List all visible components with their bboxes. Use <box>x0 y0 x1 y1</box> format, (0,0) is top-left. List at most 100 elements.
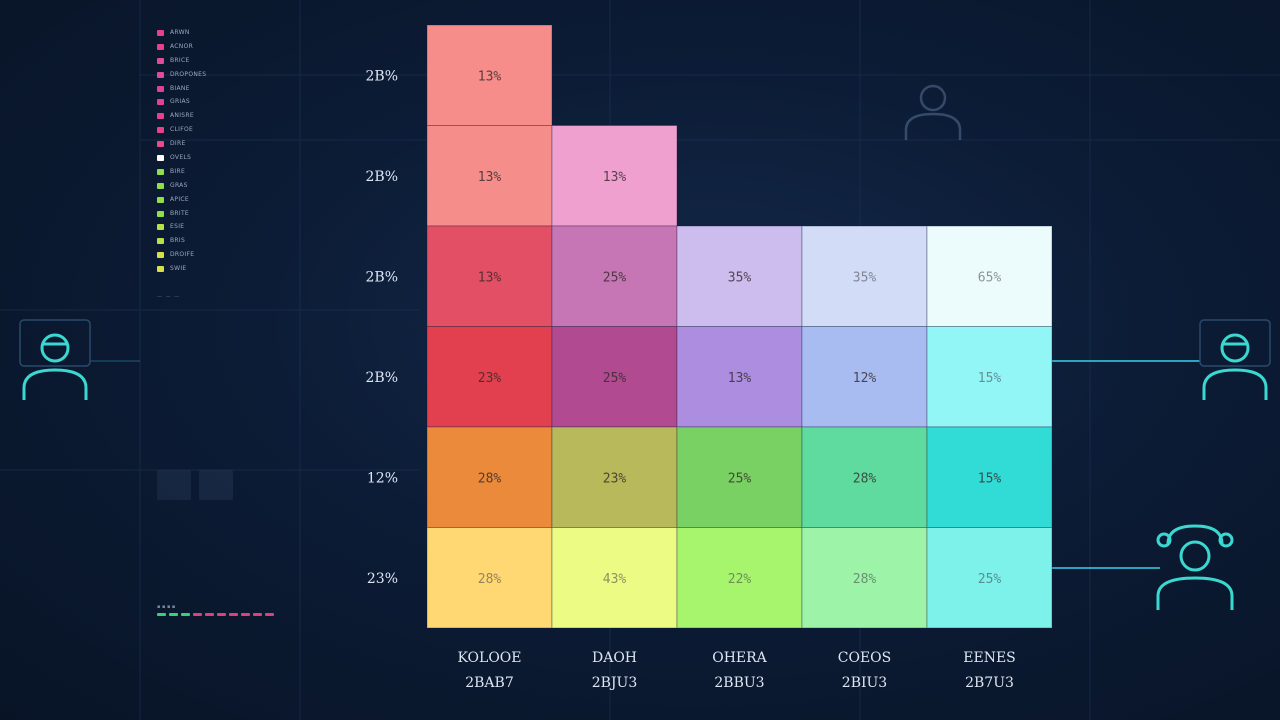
legend-swatch <box>157 127 164 134</box>
legend-label: ARWN <box>170 28 190 36</box>
legend-swatch <box>157 99 164 106</box>
heatmap-cell <box>801 225 928 327</box>
cell-value-label: 65% <box>978 270 1002 285</box>
cell-value-label: 25% <box>728 471 752 486</box>
legend-swatch <box>157 252 164 259</box>
heatmap-cell <box>426 527 553 629</box>
status-dots <box>157 611 274 618</box>
legend-item: BRITE <box>157 207 206 221</box>
status-dot <box>169 613 178 616</box>
legend-label: BRIS <box>170 237 186 245</box>
cell-value-label: 35% <box>853 270 877 285</box>
cell-value-label: 23% <box>478 371 502 386</box>
heatmap-cell <box>926 527 1053 629</box>
faint-avatar-icon <box>904 84 962 140</box>
column-label: COEOS <box>838 650 891 666</box>
status-dot <box>241 613 250 616</box>
legend-item: ANISRE <box>157 109 206 123</box>
heatmap-cell <box>801 527 928 629</box>
heatmap-cell <box>551 225 678 327</box>
legend-swatch <box>157 29 164 36</box>
legend-label: ESIE <box>170 223 185 231</box>
legend-item: OVELS <box>157 151 206 165</box>
legend-item: ACNOR <box>157 40 206 54</box>
legend-swatch <box>157 85 164 92</box>
legend-item: GRIAS <box>157 95 206 109</box>
cell-value-label: 25% <box>603 371 627 386</box>
heatmap-cell <box>801 326 928 428</box>
legend-footnote: — — — <box>157 294 181 300</box>
heatmap-cell <box>426 125 553 227</box>
status-dot <box>217 613 226 616</box>
legend-swatch <box>157 196 164 203</box>
heatmap-cell <box>426 24 553 126</box>
cell-value-label: 15% <box>978 471 1002 486</box>
headset-avatar-icon <box>1156 524 1234 610</box>
legend-item: DIRE <box>157 137 206 151</box>
cell-value-label: 28% <box>853 572 877 587</box>
legend-item: GRAS <box>157 179 206 193</box>
heatmap-cell <box>676 527 803 629</box>
panel-block <box>157 470 191 500</box>
legend-item: DROIFE <box>157 248 206 262</box>
legend-label: CLIFOE <box>170 126 194 134</box>
cell-value-label: 13% <box>603 170 627 185</box>
column-sublabel: 2BIU3 <box>842 675 887 691</box>
legend-swatch <box>157 154 164 161</box>
cell-value-label: 13% <box>478 270 502 285</box>
heatmap-cell <box>801 426 928 528</box>
legend-swatch <box>157 57 164 64</box>
cell-value-label: 15% <box>978 371 1002 386</box>
cell-value-label: 22% <box>728 572 752 587</box>
cell-value-label: 28% <box>478 572 502 587</box>
legend-swatch <box>157 182 164 189</box>
column-label: DAOH <box>592 650 637 666</box>
row-label: 2B% <box>366 169 399 185</box>
legend-item: APICE <box>157 193 206 207</box>
legend-label: DIRE <box>170 140 186 148</box>
cell-value-label: 13% <box>478 69 502 84</box>
heatmap-cell <box>926 426 1053 528</box>
heatmap-cell <box>676 326 803 428</box>
legend-item: BIANE <box>157 82 206 96</box>
legend-swatch <box>157 266 164 273</box>
heatmap-cell <box>551 527 678 629</box>
status-dot <box>157 613 166 616</box>
status-dot <box>193 613 202 616</box>
status-strip: ▪ ▪ ▪ ▪ <box>157 603 274 618</box>
legend-item: ARWN <box>157 26 206 40</box>
heatmap-cell <box>676 225 803 327</box>
column-label: EENES <box>963 650 1016 666</box>
status-dot <box>181 613 190 616</box>
cell-value-label: 13% <box>728 371 752 386</box>
column-sublabel: 2BBU3 <box>714 675 764 691</box>
status-dot <box>253 613 262 616</box>
legend-item: BRIS <box>157 234 206 248</box>
legend-label: APICE <box>170 195 189 203</box>
row-label: 23% <box>367 571 398 587</box>
status-dot <box>205 613 214 616</box>
legend-label: GRAS <box>170 181 188 189</box>
cell-value-label: 25% <box>603 270 627 285</box>
legend: ARWN ACNOR BRICE DROPONES BIANE GRIAS ANISRE CL… <box>157 26 206 276</box>
user-avatar-icon <box>1199 319 1271 400</box>
legend-swatch <box>157 113 164 120</box>
heatmap-cell <box>426 326 553 428</box>
column-sublabel: 2BJU3 <box>592 675 638 691</box>
cell-value-label: 12% <box>853 371 877 386</box>
user-avatar-icon <box>19 319 91 400</box>
legend-swatch <box>157 43 164 50</box>
cell-value-label: 28% <box>478 471 502 486</box>
status-text: ▪ ▪ ▪ ▪ <box>157 604 176 610</box>
legend-item: DROPONES <box>157 68 206 82</box>
legend-swatch <box>157 71 164 78</box>
column-label: KOLOOE <box>457 650 521 666</box>
cell-value-label: 43% <box>603 572 627 587</box>
legend-item: BIRE <box>157 165 206 179</box>
row-label: 12% <box>367 470 398 486</box>
legend-item: BRICE <box>157 54 206 68</box>
legend-swatch <box>157 141 164 148</box>
cell-value-label: 35% <box>728 270 752 285</box>
status-dot <box>229 613 238 616</box>
